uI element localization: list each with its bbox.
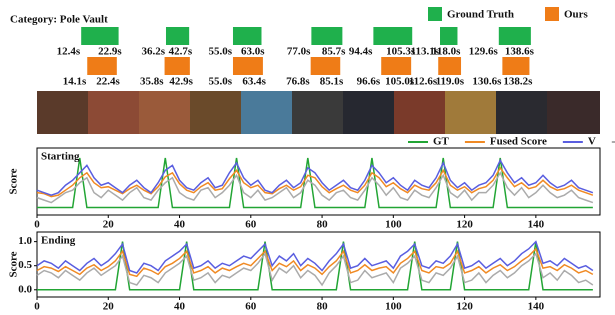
segment [311, 27, 343, 45]
segment-end-label: 22.4s [96, 76, 120, 88]
segment-start-label: 55.0s [208, 76, 232, 88]
segment [438, 57, 462, 75]
x-tick-label: 140 [528, 219, 545, 231]
segment [502, 57, 530, 75]
segment [381, 57, 412, 75]
segment-end-label: 42.7s [169, 46, 193, 58]
legend-label: V [588, 136, 596, 148]
plot-frame [36, 147, 601, 216]
segment-end-label: 63.0s [241, 46, 265, 58]
segment [81, 27, 119, 45]
x-tick-label: 120 [456, 219, 473, 231]
x-tick-label: 20 [103, 301, 115, 313]
x-tick-label: 20 [103, 219, 115, 231]
legend-label: Ours [564, 9, 589, 21]
series-line [37, 157, 593, 209]
series-line [36, 171, 594, 204]
segment-start-label: 113.1s [411, 46, 440, 58]
x-tick-label: 0 [34, 219, 40, 231]
segment-start-label: 94.4s [349, 46, 373, 58]
series-line [37, 241, 593, 291]
segment-end-label: 138.6s [505, 46, 535, 58]
segment-start-label: 12.4s [57, 46, 81, 58]
x-tick-label: 80 [317, 219, 329, 231]
video-frame [241, 91, 292, 134]
segment [498, 27, 531, 45]
y-tick-label: 1.0 [18, 235, 32, 247]
segment [232, 27, 262, 45]
x-tick-label: 0 [34, 301, 40, 313]
segment-end-label: 138.2s [503, 76, 533, 88]
segment-start-label: 76.8s [286, 76, 310, 88]
segment-end-label: 119.0s [436, 76, 465, 88]
segment-start-label: 55.0s [208, 46, 232, 58]
series-line [36, 247, 594, 278]
segment [373, 27, 413, 45]
segment-start-label: 96.6s [357, 76, 381, 88]
video-frame [445, 91, 496, 134]
x-tick-label: 40 [174, 219, 186, 231]
plot-frame [36, 231, 601, 298]
video-frame [139, 91, 190, 134]
segment-end-label: 63.4s [242, 76, 266, 88]
segment-start-label: 36.2s [141, 46, 165, 58]
y-tick-label: 0.0 [18, 283, 32, 295]
segment-end-label: 85.7s [322, 46, 346, 58]
series-line [36, 158, 594, 196]
legend-swatch [428, 7, 442, 21]
video-frame [496, 91, 547, 134]
segment-end-label: 105.0s [385, 76, 415, 88]
series-line [36, 240, 594, 274]
segment-end-label: 22.9s [98, 46, 122, 58]
x-tick-label: 60 [245, 219, 257, 231]
y-axis-label: Score [8, 251, 20, 277]
legend-swatch [545, 7, 559, 21]
segment [164, 57, 190, 75]
panel-title: Ending [41, 235, 76, 247]
video-frame [37, 91, 88, 134]
x-tick-label: 80 [317, 301, 329, 313]
x-tick-label: 100 [385, 219, 402, 231]
x-tick-label: 140 [528, 301, 545, 313]
y-tick-label: 0.5 [18, 259, 32, 271]
x-tick-label: 100 [385, 301, 402, 313]
segment [165, 27, 190, 45]
panel-title: Starting [41, 151, 80, 163]
segment-end-label: 105.3s [386, 46, 416, 58]
series-line [36, 166, 594, 198]
segment-start-label: 130.6s [472, 76, 502, 88]
legend-label: Ground Truth [447, 9, 514, 21]
segment-end-label: 118.0s [432, 46, 461, 58]
video-frame [547, 91, 600, 134]
segment-start-label: 129.6s [469, 46, 499, 58]
legend-label: GT [433, 136, 450, 148]
x-tick-label: 40 [174, 301, 186, 313]
y-axis-label: Score [8, 168, 20, 194]
x-tick-label: 120 [456, 301, 473, 313]
segment-end-label: 42.9s [169, 76, 193, 88]
chart-title: Category: Pole Vault [10, 14, 108, 26]
legend-label: Fused Score [490, 136, 547, 148]
video-frame [343, 91, 394, 134]
video-frames [37, 91, 600, 134]
segment [310, 57, 341, 75]
x-tick-label: 60 [245, 301, 257, 313]
video-frame [88, 91, 139, 134]
segment-end-label: 85.1s [320, 76, 344, 88]
segment-start-label: 77.0s [287, 46, 311, 58]
series-line [36, 251, 594, 287]
video-frame [190, 91, 241, 134]
segment-start-label: 112.6s [409, 76, 438, 88]
video-frame [394, 91, 445, 134]
video-frame [292, 91, 343, 134]
segment [87, 57, 117, 75]
segment [232, 57, 263, 75]
segment-start-label: 35.8s [140, 76, 164, 88]
segment [440, 27, 458, 45]
segment-start-label: 14.1s [63, 76, 87, 88]
